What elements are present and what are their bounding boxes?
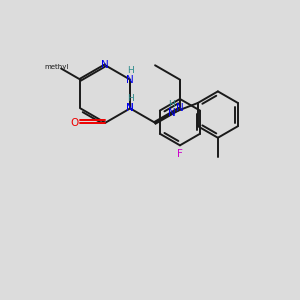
Text: N: N <box>126 75 134 85</box>
Text: N: N <box>126 103 134 113</box>
Text: H: H <box>127 66 134 75</box>
Text: N: N <box>126 103 134 113</box>
Text: methyl: methyl <box>44 64 69 70</box>
Text: N: N <box>176 103 184 113</box>
Text: N: N <box>101 60 109 70</box>
Text: H: H <box>127 94 134 103</box>
Text: F: F <box>177 149 183 159</box>
Text: H: H <box>168 100 175 109</box>
Text: N: N <box>168 108 176 118</box>
Text: O: O <box>70 118 79 128</box>
